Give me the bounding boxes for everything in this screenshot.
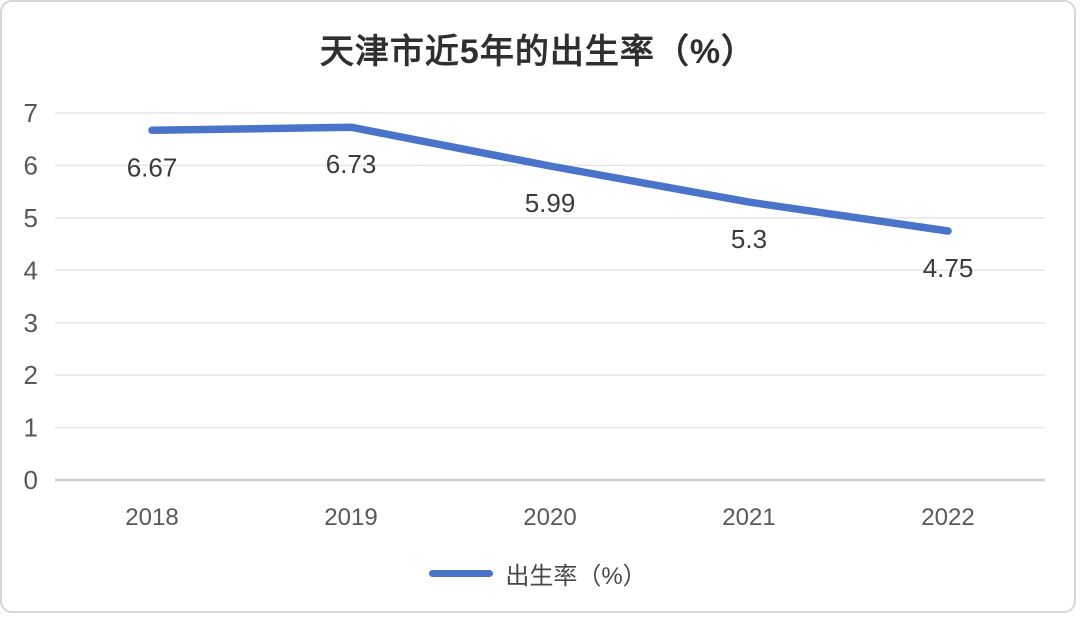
- chart-title: 天津市近5年的出生率（%）: [319, 33, 757, 71]
- data-labels: 6.67 6.73 5.99 5.3 4.75: [127, 149, 974, 283]
- y-tick-label: 1: [24, 413, 38, 443]
- x-tick-label: 2021: [722, 504, 775, 531]
- y-tick-label: 2: [24, 360, 38, 390]
- y-tick-label: 7: [24, 98, 38, 128]
- y-axis-labels: 0 1 2 3 4 5 6 7: [24, 98, 38, 495]
- series-lines: [148, 123, 952, 235]
- y-tick-label: 0: [24, 465, 38, 495]
- chart-legend: 出生率（%）: [2, 558, 1074, 590]
- y-tick-label: 6: [24, 151, 38, 181]
- data-label: 6.73: [326, 149, 377, 179]
- x-tick-label: 2020: [523, 504, 576, 531]
- data-label: 5.3: [731, 224, 767, 254]
- x-tick-label: 2022: [921, 504, 974, 531]
- data-label: 6.67: [127, 152, 178, 182]
- legend-label: 出生率（%）: [505, 562, 647, 590]
- legend-line-icon: [429, 569, 494, 577]
- x-tick-label: 2018: [125, 504, 178, 531]
- data-label: 4.75: [923, 253, 974, 283]
- y-tick-label: 3: [24, 308, 38, 338]
- series-line: [148, 123, 952, 235]
- x-tick-label: 2019: [324, 504, 377, 531]
- gridlines: [55, 112, 1045, 482]
- data-label: 5.99: [525, 188, 576, 218]
- y-tick-label: 4: [24, 255, 38, 285]
- y-tick-label: 5: [24, 203, 38, 233]
- x-axis-labels: 2018 2019 2020 2021 2022: [125, 504, 974, 531]
